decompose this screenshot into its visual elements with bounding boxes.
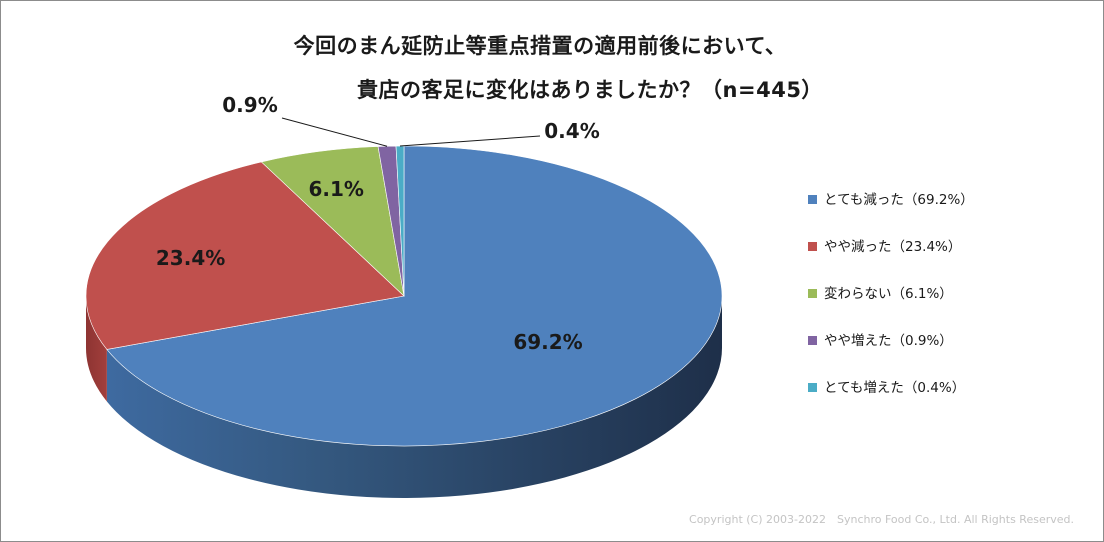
pie-top-group — [85, 145, 723, 447]
legend-swatch — [808, 383, 817, 392]
leader-line-group — [281, 117, 541, 147]
legend-label: 変わらない（6.1%） — [824, 286, 953, 302]
pie-slice-side — [86, 296, 107, 402]
chart-title-line-2: 貴店の客足に変化はありましたか？（n=445） — [357, 78, 823, 102]
legend-swatch — [808, 195, 817, 204]
leader-line — [281, 117, 388, 147]
pie-slice — [85, 161, 405, 350]
pie-side-group — [86, 296, 722, 498]
copyright-text: Copyright (C) 2003-2022 Synchro Food Co.… — [689, 513, 1074, 526]
pie-slice — [260, 146, 405, 297]
legend-swatch — [808, 289, 817, 298]
leader-line — [399, 135, 541, 147]
legend-label: やや増えた（0.9%） — [824, 333, 953, 349]
data-label: 0.4% — [544, 119, 599, 143]
data-label: 69.2% — [513, 330, 582, 354]
legend-label: とても増えた（0.4%） — [824, 380, 966, 396]
pie-slice-side — [106, 296, 722, 498]
data-label: 0.9% — [222, 93, 277, 117]
legend-label: とても減った（69.2%） — [824, 192, 974, 208]
pie-slice — [106, 145, 723, 447]
legend-swatch — [808, 242, 817, 251]
legend-swatch — [808, 336, 817, 345]
legend-label: やや減った（23.4%） — [824, 239, 962, 255]
chart-title-line-1: 今回のまん延防止等重点措置の適用前後において、 — [293, 34, 787, 58]
data-label: 6.1% — [308, 177, 363, 201]
data-label: 23.4% — [156, 246, 225, 270]
data-label-group: 69.2% 23.4% 6.1% 0.9% 0.4% — [156, 93, 600, 354]
